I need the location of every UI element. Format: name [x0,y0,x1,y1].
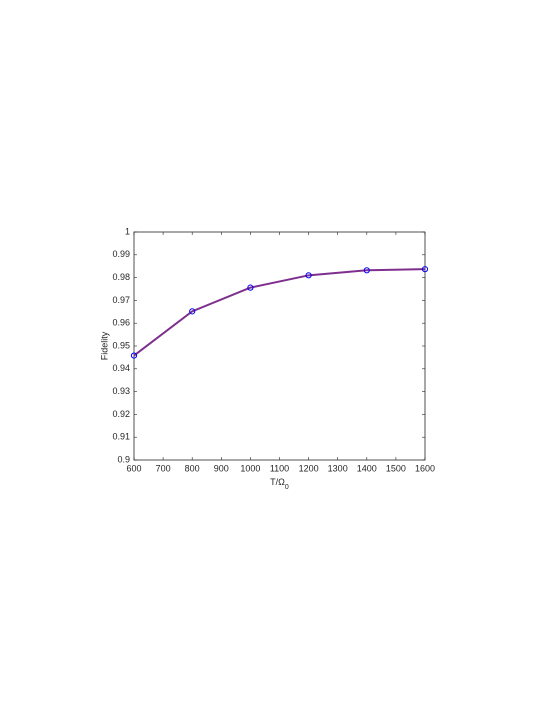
x-tick-label: 1600 [415,463,435,473]
x-tick-label: 1200 [299,463,319,473]
x-tick-label: 1500 [386,463,406,473]
y-tick-label: 0.96 [112,318,130,328]
x-tick-label: 1100 [270,463,289,473]
y-tick-label: 1 [125,226,130,236]
plot-area [133,231,426,461]
x-tick-label: 1000 [240,463,260,473]
y-tick-label: 0.91 [112,432,130,442]
x-tick-label: 600 [126,463,141,473]
data-line [133,268,426,357]
data-marker [363,267,370,274]
x-axis-label: T/Ω0 [270,477,289,490]
y-tick-label: 0.93 [112,386,130,396]
data-marker [130,352,138,359]
data-marker [305,272,312,279]
x-tick-label: 800 [185,463,200,473]
y-tick-label: 0.94 [112,363,130,373]
y-tick-label: 0.9 [117,454,130,464]
data-marker [421,266,429,273]
x-axis-label-main: T/Ω [270,477,285,487]
data-marker [247,284,254,291]
x-tick-label: 1300 [328,463,348,473]
y-tick-label: 0.99 [112,249,130,259]
y-tick-label: 0.98 [112,272,130,282]
y-tick-label: 0.97 [112,295,130,305]
x-axis-label-subscript: 0 [285,484,289,491]
y-tick-label: 0.92 [112,409,130,419]
y-axis-label: Fidelity [99,331,109,360]
x-tick-label: 900 [214,463,229,473]
x-tick-label: 1400 [357,463,377,473]
x-tick-label: 700 [156,463,171,473]
y-tick-label: 0.95 [112,340,130,350]
data-marker [189,308,196,315]
